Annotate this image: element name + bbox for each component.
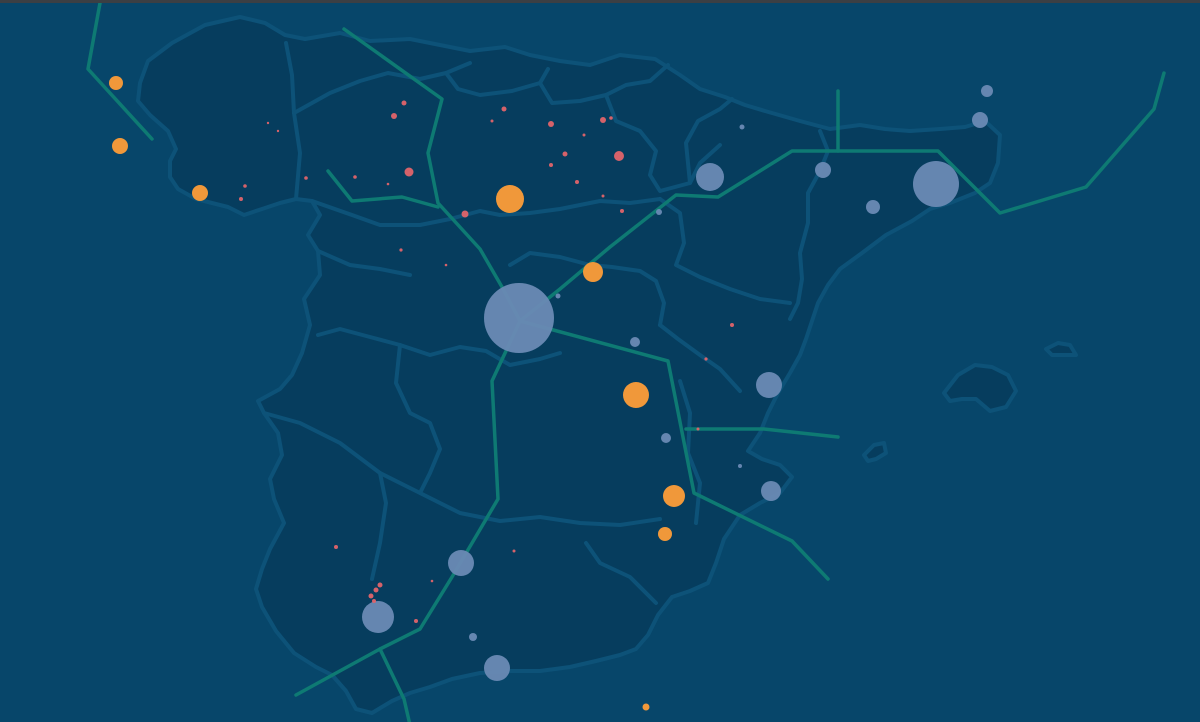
primary-location-marker[interactable] bbox=[630, 337, 640, 347]
primary-location-marker[interactable] bbox=[484, 655, 510, 681]
minor-location-marker[interactable] bbox=[548, 121, 554, 127]
minor-location-marker[interactable] bbox=[490, 119, 494, 123]
region-border bbox=[394, 343, 442, 495]
minor-location-marker[interactable] bbox=[501, 106, 507, 112]
primary-location-marker[interactable] bbox=[739, 124, 745, 130]
primary-location-marker[interactable] bbox=[362, 601, 394, 633]
secondary-location-marker[interactable] bbox=[658, 527, 672, 541]
minor-location-marker[interactable] bbox=[600, 117, 606, 123]
minor-location-marker[interactable] bbox=[512, 549, 516, 553]
minor-location-marker[interactable] bbox=[404, 167, 414, 177]
route-line bbox=[342, 27, 522, 323]
minor-location-marker[interactable] bbox=[601, 194, 605, 198]
minor-location-marker[interactable] bbox=[239, 197, 243, 201]
region-border bbox=[658, 197, 792, 305]
secondary-location-marker[interactable] bbox=[109, 76, 123, 90]
minor-location-marker[interactable] bbox=[575, 180, 579, 184]
region-border bbox=[316, 249, 412, 277]
secondary-location-marker[interactable] bbox=[192, 185, 208, 201]
minor-location-marker[interactable] bbox=[353, 175, 357, 179]
primary-location-marker[interactable] bbox=[448, 550, 474, 576]
ibiza-island bbox=[862, 441, 888, 463]
minor-location-marker[interactable] bbox=[696, 427, 700, 431]
minor-location-marker[interactable] bbox=[444, 263, 448, 267]
route-line bbox=[326, 169, 440, 209]
route-line bbox=[684, 427, 840, 439]
minor-location-marker[interactable] bbox=[304, 176, 308, 180]
minor-location-marker[interactable] bbox=[582, 133, 586, 137]
route-line bbox=[86, 3, 154, 141]
primary-location-marker[interactable] bbox=[866, 200, 880, 214]
minor-location-marker[interactable] bbox=[368, 593, 374, 599]
region-border bbox=[658, 323, 742, 393]
menorca-island bbox=[1044, 341, 1078, 357]
primary-location-marker[interactable] bbox=[981, 85, 993, 97]
primary-location-marker[interactable] bbox=[815, 162, 831, 178]
region-border bbox=[262, 411, 662, 527]
minor-location-marker[interactable] bbox=[266, 121, 270, 125]
minor-location-marker[interactable] bbox=[609, 116, 613, 120]
primary-location-marker[interactable] bbox=[656, 209, 662, 215]
primary-location-marker[interactable] bbox=[555, 293, 561, 299]
secondary-location-marker[interactable] bbox=[663, 485, 685, 507]
secondary-location-marker[interactable] bbox=[642, 703, 650, 711]
primary-location-marker[interactable] bbox=[661, 433, 671, 443]
minor-location-marker[interactable] bbox=[399, 248, 403, 252]
region-border bbox=[316, 327, 562, 367]
region-border bbox=[584, 541, 658, 605]
primary-location-marker[interactable] bbox=[738, 464, 742, 468]
marker-layer bbox=[109, 76, 993, 711]
region-border bbox=[310, 197, 662, 227]
region-border bbox=[684, 97, 734, 185]
spain-map[interactable] bbox=[0, 3, 1200, 722]
minor-location-marker[interactable] bbox=[401, 100, 407, 106]
minor-location-marker[interactable] bbox=[243, 184, 247, 188]
minor-location-marker[interactable] bbox=[730, 323, 734, 327]
minor-location-marker[interactable] bbox=[391, 113, 397, 119]
top-window-edge bbox=[0, 0, 1200, 3]
region-border bbox=[508, 251, 666, 327]
minor-location-marker[interactable] bbox=[562, 151, 568, 157]
route-line bbox=[518, 71, 1166, 323]
primary-location-marker[interactable] bbox=[913, 161, 959, 207]
minor-location-marker[interactable] bbox=[276, 129, 280, 133]
minor-location-marker[interactable] bbox=[372, 599, 376, 603]
map-container[interactable] bbox=[0, 3, 1200, 722]
spain-landmass bbox=[136, 15, 1002, 715]
secondary-location-marker[interactable] bbox=[112, 138, 128, 154]
mallorca-island bbox=[942, 363, 1018, 413]
primary-location-marker[interactable] bbox=[761, 481, 781, 501]
primary-location-marker[interactable] bbox=[484, 283, 554, 353]
region-border bbox=[604, 93, 722, 193]
minor-location-marker[interactable] bbox=[377, 582, 383, 588]
secondary-location-marker[interactable] bbox=[496, 185, 524, 213]
region-border bbox=[370, 471, 388, 581]
minor-location-marker[interactable] bbox=[614, 151, 624, 161]
minor-location-marker[interactable] bbox=[414, 619, 418, 623]
region-border bbox=[788, 129, 830, 321]
primary-location-marker[interactable] bbox=[756, 372, 782, 398]
region-border bbox=[444, 67, 550, 97]
route-line bbox=[378, 647, 412, 722]
minor-location-marker[interactable] bbox=[386, 182, 390, 186]
route-network bbox=[86, 3, 1166, 722]
minor-location-marker[interactable] bbox=[373, 587, 379, 593]
primary-location-marker[interactable] bbox=[972, 112, 988, 128]
secondary-location-marker[interactable] bbox=[623, 382, 649, 408]
minor-location-marker[interactable] bbox=[430, 579, 434, 583]
minor-location-marker[interactable] bbox=[334, 545, 338, 549]
primary-location-marker[interactable] bbox=[469, 633, 477, 641]
secondary-location-marker[interactable] bbox=[583, 262, 603, 282]
minor-location-marker[interactable] bbox=[461, 210, 469, 218]
minor-location-marker[interactable] bbox=[549, 163, 553, 167]
primary-location-marker[interactable] bbox=[696, 163, 724, 191]
route-line bbox=[518, 319, 830, 581]
minor-location-marker[interactable] bbox=[620, 209, 624, 213]
minor-location-marker[interactable] bbox=[704, 357, 708, 361]
